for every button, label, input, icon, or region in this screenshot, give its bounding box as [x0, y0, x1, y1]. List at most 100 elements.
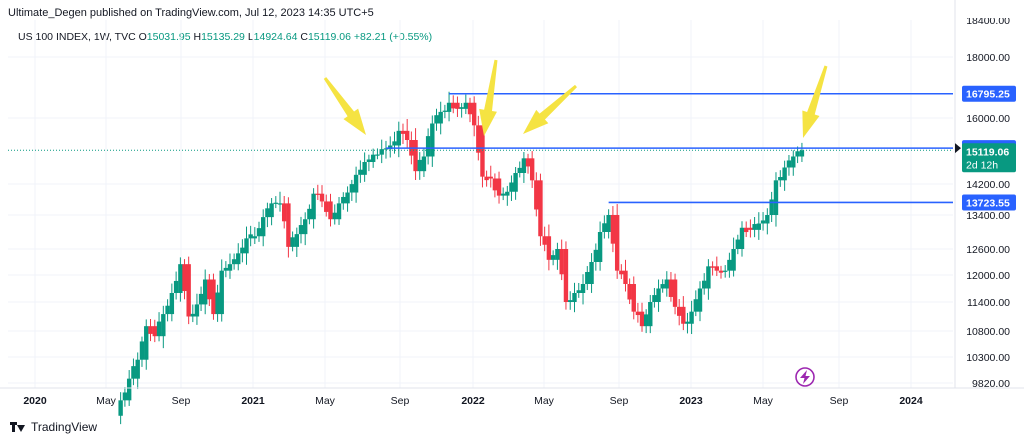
candle-body	[122, 392, 128, 401]
candle-body	[714, 266, 719, 271]
candle-body	[631, 284, 636, 312]
candle-body	[710, 266, 715, 268]
candle	[194, 293, 200, 325]
candles	[118, 91, 805, 425]
candle	[294, 227, 299, 257]
candle-body	[555, 249, 560, 260]
candle	[135, 352, 140, 390]
candle-body	[718, 270, 724, 273]
candle-body	[269, 203, 274, 218]
candle	[256, 221, 262, 242]
candle	[131, 358, 136, 386]
candle-body	[529, 158, 535, 181]
candle-body	[194, 304, 200, 317]
candle	[451, 95, 456, 114]
price-axis[interactable]: 18400.00 18000.00 16000.00 14200.00 13400.00…	[954, 0, 1010, 390]
candle	[731, 237, 736, 277]
candle	[689, 300, 694, 335]
candle-body	[580, 284, 586, 293]
candle-body	[727, 259, 732, 271]
time-axis[interactable]: 2020 May Sep 2021 May Sep 2022 May Sep 2023 May Sep…	[0, 387, 1024, 407]
candle-body	[182, 264, 187, 292]
candle	[182, 259, 187, 300]
candle-body	[500, 193, 506, 196]
candle	[202, 269, 208, 315]
candle-body	[614, 215, 620, 271]
price-axis-label: 13400.00	[966, 210, 1010, 222]
countdown-label: 2d 12h	[966, 159, 998, 171]
time-axis-label: 2021	[241, 395, 265, 407]
candle-body	[152, 326, 157, 337]
candle-body	[572, 293, 577, 302]
candle-body	[639, 311, 645, 327]
current-price-badge-bg	[962, 143, 1016, 173]
candle-body	[593, 249, 599, 262]
candle-body	[597, 232, 603, 262]
level-badge-bg	[962, 194, 1016, 211]
candle	[139, 336, 145, 367]
candle-body	[546, 236, 552, 260]
candle	[760, 212, 766, 231]
candle-body	[656, 288, 661, 302]
candle	[656, 279, 661, 312]
candle	[639, 302, 645, 332]
candle	[156, 312, 162, 342]
horizontal-levels[interactable]	[8, 92, 953, 204]
candle	[525, 153, 531, 174]
candle-body	[521, 158, 527, 173]
candle	[148, 318, 153, 342]
candle-body	[277, 203, 283, 205]
candle	[122, 387, 128, 407]
tradingview-brand[interactable]: TradingView	[10, 420, 97, 434]
candle-body	[652, 295, 657, 302]
candle	[165, 299, 170, 322]
candle	[370, 148, 376, 168]
candle	[791, 150, 796, 176]
candle-body	[513, 173, 518, 192]
candle-body	[315, 193, 320, 195]
annotation-arrows	[323, 59, 828, 387]
candle-body	[492, 178, 498, 191]
candle	[786, 154, 792, 176]
candle-body	[769, 199, 774, 215]
candle	[693, 290, 698, 317]
candle	[593, 243, 599, 271]
candle-body	[542, 236, 547, 245]
candle-body	[161, 314, 166, 337]
annotation-arrow	[802, 65, 828, 138]
candle	[563, 241, 569, 310]
candle-body	[341, 196, 346, 204]
candle	[311, 188, 316, 229]
candle-body	[627, 284, 632, 300]
candle-body	[400, 130, 406, 134]
candle	[627, 278, 632, 305]
candle-body	[706, 266, 711, 289]
candle-body	[236, 253, 241, 265]
ohlc-low-value: 14924.64	[253, 31, 298, 43]
candle	[529, 151, 535, 188]
candle	[236, 243, 241, 271]
candle	[442, 104, 448, 119]
candle-body	[252, 236, 257, 239]
candle	[585, 266, 590, 291]
time-axis-label: Sep	[391, 395, 410, 407]
candle	[476, 115, 481, 161]
candle-body	[505, 191, 510, 196]
candle-body	[165, 305, 170, 315]
candle-body	[484, 176, 489, 181]
candle	[261, 209, 266, 247]
candle	[723, 265, 728, 278]
candle-body	[303, 219, 308, 235]
price-axis-label: 12600.00	[966, 244, 1010, 256]
candle	[534, 172, 539, 217]
candle-body	[353, 174, 359, 193]
candle-body	[442, 110, 448, 112]
candle	[488, 165, 493, 188]
candle-body	[144, 326, 149, 360]
candle	[265, 202, 270, 228]
candle-body	[169, 293, 175, 315]
candle	[328, 193, 333, 227]
candle	[748, 219, 753, 238]
candle	[463, 94, 469, 115]
